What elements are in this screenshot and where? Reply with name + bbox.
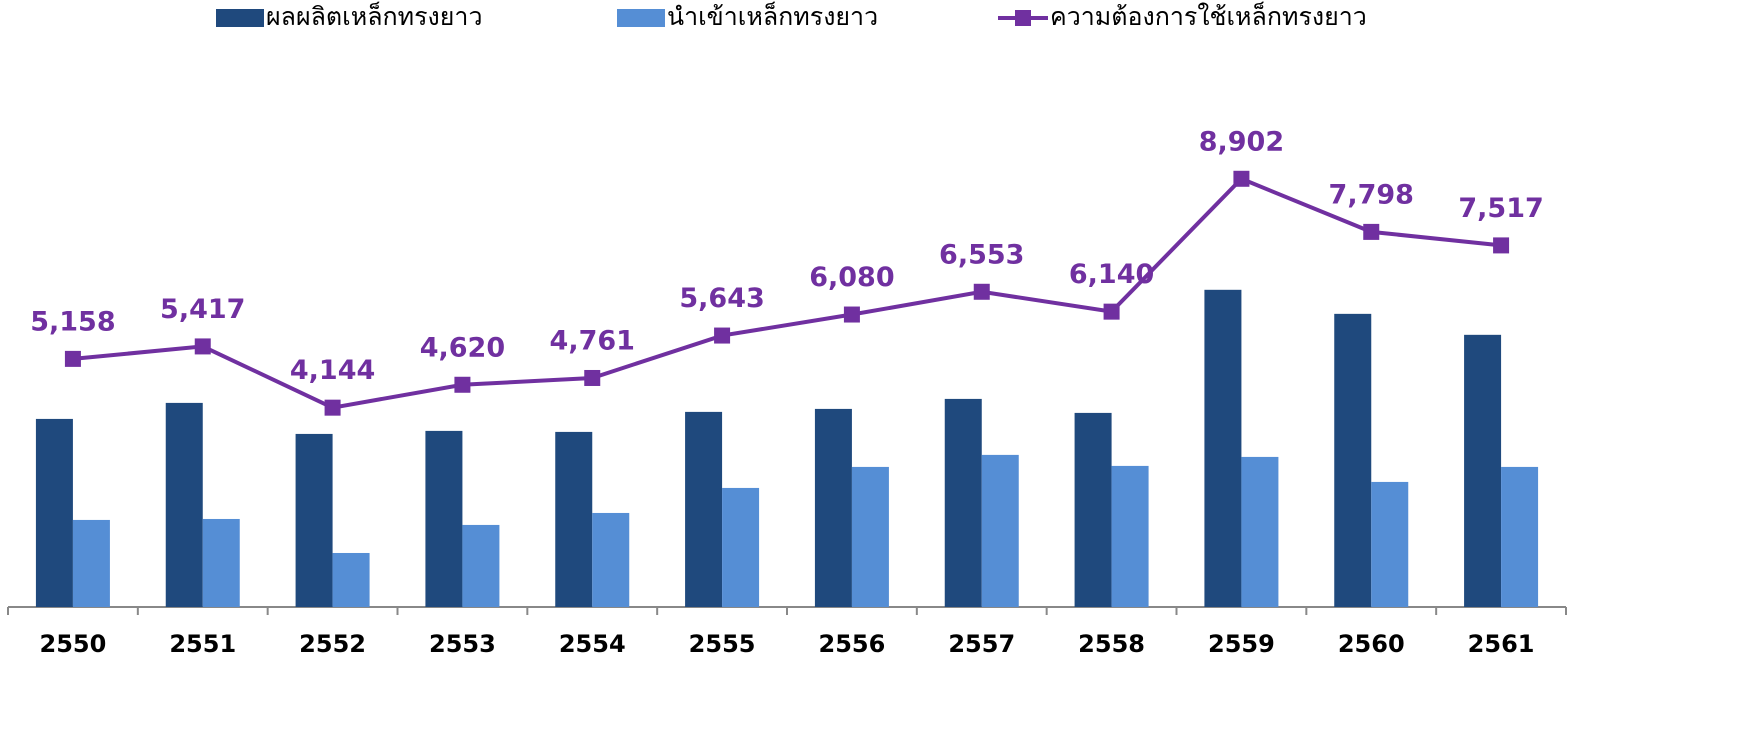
x-tick-label: 2555: [689, 630, 756, 658]
data-label: 7,517: [1458, 193, 1543, 224]
bar: [1371, 481, 1409, 607]
x-tick-label: 2552: [299, 630, 366, 658]
data-label: 5,158: [30, 306, 115, 337]
x-tick-label: 2557: [948, 630, 1015, 658]
bar: [1501, 466, 1539, 607]
x-tick-label: 2554: [559, 630, 626, 658]
marker: [454, 376, 471, 393]
legend-label: ผลผลิตเหล็กทรงยาว: [266, 1, 483, 31]
bar: [944, 398, 982, 607]
marker: [843, 306, 860, 323]
x-tick-label: 2550: [40, 630, 107, 658]
bar: [1111, 465, 1149, 607]
data-label: 6,553: [939, 239, 1024, 270]
bar: [1241, 456, 1279, 607]
marker: [324, 399, 341, 416]
bar: [1074, 412, 1112, 607]
marker: [1363, 223, 1380, 240]
bar: [35, 418, 73, 607]
legend-label: ความต้องการใช้เหล็กทรงยาว: [1050, 1, 1367, 31]
data-label: 4,761: [550, 325, 635, 356]
bar: [72, 519, 110, 607]
marker: [1493, 237, 1510, 254]
marker: [1233, 170, 1250, 187]
x-tick-label: 2559: [1208, 630, 1275, 658]
bar: [332, 552, 370, 607]
legend-swatch: [216, 9, 264, 27]
data-label: 5,643: [679, 283, 764, 314]
x-tick-label: 2553: [429, 630, 496, 658]
bar: [425, 430, 463, 607]
data-label: 5,417: [160, 294, 245, 325]
bar: [295, 433, 333, 607]
data-label: 6,080: [809, 262, 894, 293]
data-label: 7,798: [1329, 179, 1414, 210]
bar: [722, 487, 760, 607]
x-tick-label: 2556: [819, 630, 886, 658]
marker: [584, 369, 601, 386]
marker: [194, 338, 211, 355]
marker: [714, 327, 731, 344]
marker: [973, 283, 990, 300]
data-label: 8,902: [1199, 126, 1284, 157]
bar: [851, 466, 889, 607]
bar: [592, 512, 630, 607]
legend-swatch: [617, 9, 665, 27]
legend-marker: [1015, 10, 1031, 26]
bar: [1464, 334, 1502, 607]
bar: [981, 454, 1019, 607]
x-tick-label: 2560: [1338, 630, 1405, 658]
marker: [1103, 303, 1120, 320]
x-tick-label: 2561: [1468, 630, 1535, 658]
bar: [202, 518, 240, 607]
marker: [64, 350, 81, 367]
x-tick-label: 2551: [169, 630, 236, 658]
data-label: 4,620: [420, 332, 505, 363]
data-label: 4,144: [290, 355, 375, 386]
legend-label: นำเข้าเหล็กทรงยาว: [667, 1, 878, 31]
data-label: 6,140: [1069, 259, 1154, 290]
bar: [165, 402, 203, 607]
line: [72, 176, 1502, 410]
bar: [1334, 313, 1372, 607]
bar: [555, 431, 593, 607]
x-tick-label: 2558: [1078, 630, 1145, 658]
bar: [814, 408, 852, 607]
bar: [1204, 289, 1242, 607]
bar: [462, 524, 500, 607]
bar: [685, 411, 723, 607]
